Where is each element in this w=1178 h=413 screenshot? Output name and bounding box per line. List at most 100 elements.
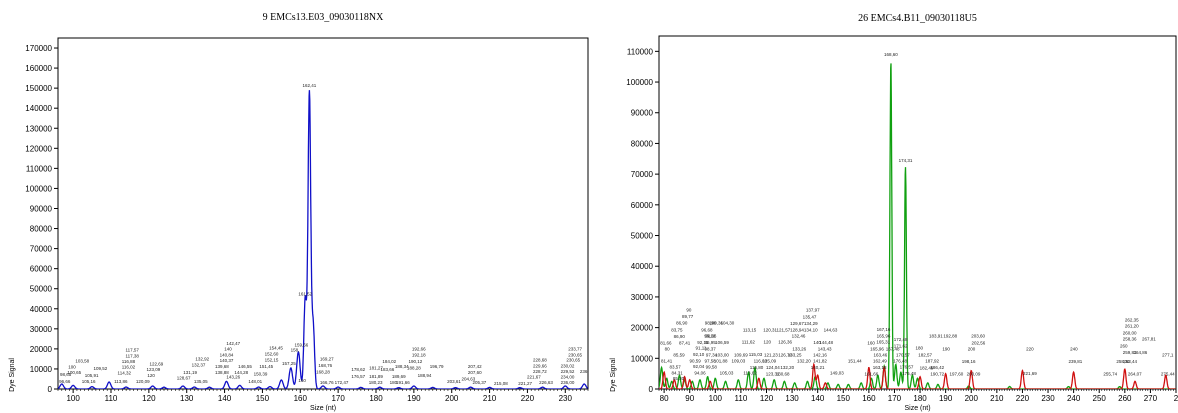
peak-label: 132,37 [192,363,206,368]
y-tick-label: 0 [649,385,654,394]
peak-label: 89,77 [682,314,694,319]
peak-label: 228,68 [533,358,547,363]
peak-label: 90 [686,308,692,313]
peak-label: 160 [298,378,306,383]
peak-label: 186,42 [930,365,944,370]
peak-label: 163,18 [873,365,887,370]
peak-label: 207,60 [468,370,482,375]
peak-label: 132,20 [797,359,811,364]
y-tick-label: 70000 [30,245,53,254]
x-tick-label: 200 [445,394,459,403]
peak-label: 116,80 [750,365,764,370]
peak-label: 96,68 [701,327,713,332]
peak-label: 125,09 [762,359,776,364]
peak-label: 182,49 [920,365,934,370]
peak-label: 167,48 [886,347,900,352]
y-tick-label: 10000 [631,354,654,363]
peak-label: 80 [665,346,671,351]
peak-label: 190,72 [930,371,944,376]
peak-label: 262,35 [1125,317,1139,322]
peak-label: 162,49 [873,359,887,364]
peak-label: 203,60 [971,334,985,339]
peak-label: 183,91 [929,334,943,339]
peak-label: 171,62 [894,344,908,349]
plot-frame [658,35,1177,390]
peak-label: 140 [813,340,821,345]
peak-label: 267,81 [1142,337,1156,342]
peak-label: 175,48 [902,371,916,376]
x-tick-label: 160 [862,394,876,403]
y-axis-label: Dye Signal [610,358,617,392]
peak-label: 236, [580,369,589,374]
y-tick-label: 10000 [30,365,53,374]
y-tick-label: 40000 [30,305,53,314]
peak-label: 176,57 [900,365,914,370]
peak-label: 275,44 [1161,371,1175,376]
peak-label: 105,03 [720,370,734,375]
peak-label: 96,95 [705,340,717,345]
y-tick-label: 0 [48,385,53,394]
peak-label: 100 [68,365,76,370]
y-tick-label: 80000 [30,225,53,234]
y-tick-label: 100000 [626,78,653,87]
peak-label: 113,62 [743,370,757,375]
peak-label: 124,04 [766,365,780,370]
peak-label: 151,45 [259,364,273,369]
peak-label: 230,65 [566,358,580,363]
peak-label: 101,88 [714,359,728,364]
peak-label: 97,34 [706,352,718,357]
y-axis-label: Dye Signal [9,358,16,392]
peak-label: 83,57 [669,364,681,369]
x-tick-label: 210 [990,394,1004,403]
x-tick-label: 2 [1174,394,1178,403]
peak-label: 98,98 [705,321,717,326]
peak-label: 190 [942,346,950,351]
y-tick-label: 70000 [631,170,654,179]
peak-label: 92,10 [693,352,705,357]
peak-label: 162,41 [302,83,316,88]
peak-label: 140,21 [811,365,825,370]
x-tick-label: 220 [521,394,535,403]
x-tick-label: 140 [218,394,232,403]
peak-label: 207,42 [468,364,482,369]
peak-label: 143,43 [818,347,832,352]
peak-label: 143,26 [226,375,240,380]
peak-label: 161,66 [865,371,879,376]
y-tick-label: 140000 [25,104,52,113]
peak-label: 158, [291,348,300,353]
peak-label: 96,66 [59,379,71,384]
peak-label: 191,66 [396,380,410,385]
peak-label: 234,00 [561,375,575,380]
peak-label: 203,61 [447,379,461,384]
y-tick-label: 30000 [631,293,654,302]
y-tick-label: 110000 [627,47,654,56]
peak-label: 132,92 [195,357,209,362]
x-tick-label: 150 [256,394,270,403]
y-tick-label: 100000 [25,184,52,193]
peak-label: 184,02 [382,359,396,364]
x-tick-label: 170 [331,394,345,403]
peak-label: 126,36 [778,340,792,345]
peak-label: 92,04 [693,364,705,369]
peak-label: 121,23 [764,352,778,357]
peak-label: 132,46 [792,334,806,339]
y-tick-label: 50000 [631,232,654,241]
y-tick-label: 110000 [26,164,53,173]
peak-label: 113,86 [114,379,128,384]
peak-label: 92,11 [697,340,708,345]
peak-label: 81,66 [660,340,672,345]
peak-label: 81,41 [661,359,673,364]
peak-label: 100,36 [709,321,723,326]
peak-label: 160 [867,340,875,345]
peak-label: 132,20 [780,365,794,370]
x-tick-label: 220 [1016,394,1030,403]
peak-label: 163,46 [874,352,888,357]
peak-label: 178,62 [351,367,365,372]
y-tick-label: 50000 [30,285,53,294]
peak-label: 161,52 [298,292,312,297]
peak-label: 236,00 [561,380,575,385]
peak-label: 168,28 [316,369,330,374]
peak-label: 197,60 [950,371,964,376]
y-tick-label: 80000 [631,139,654,148]
peak-label: 139,68 [215,364,229,369]
